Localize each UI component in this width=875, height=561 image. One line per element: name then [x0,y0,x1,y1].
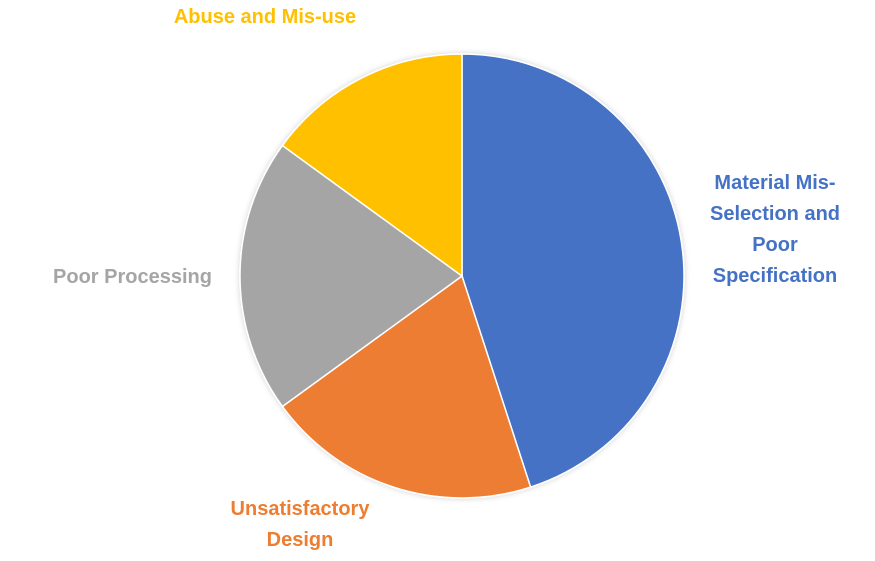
slice-poor-processing [239,144,464,408]
slice-label-material-mis-selection: Material Mis-Selection and Poor Specific… [709,172,841,287]
pie-slices [239,53,685,499]
slice-unsatisfactory-design [281,274,532,499]
slice-label-poor-processing: Poor Processing [53,266,212,288]
slice-material-mis-selection [461,53,685,489]
slice-label-unsatisfactory-design: Unsatisfactory Design [230,498,370,551]
slice-label-abuse-and-misuse: Abuse and Mis-use [173,6,357,28]
slice-abuse-and-misuse [281,53,463,278]
